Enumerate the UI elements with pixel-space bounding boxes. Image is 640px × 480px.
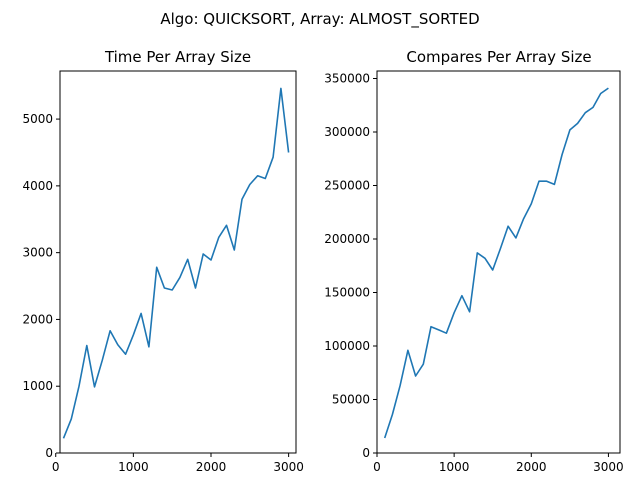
data-point [109,330,111,332]
y-tick-label: 5000 [22,112,53,126]
data-point [407,350,409,352]
x-tick-label: 1000 [118,460,149,474]
data-point [585,112,587,114]
data-point [531,203,533,205]
y-tick-label: 100000 [324,339,370,353]
data-point [492,269,494,271]
data-point [78,385,80,387]
y-tick-label: 250000 [324,178,370,192]
data-point [133,334,135,336]
data-point [226,225,228,227]
compares-per-array-size-chart: Compares Per Array Size 0 1000 2000 3000 0 50… [324,48,624,474]
data-point [484,258,486,260]
data-point [515,237,517,239]
figure-suptitle: Algo: QUICKSORT, Array: ALMOST_SORTED [160,10,479,29]
y-tick-label: 0 [362,446,370,460]
y-tick-label: 50000 [332,392,370,406]
data-point [430,326,432,328]
data-point [86,345,88,347]
data-point [179,277,181,279]
data-point [288,152,290,154]
data-point [171,289,173,291]
x-tick-label: 3000 [273,460,304,474]
data-point [195,287,197,289]
data-point [453,312,455,314]
data-point [438,329,440,331]
data-point [384,437,386,439]
x-tick-label: 1000 [439,460,470,474]
data-point [399,385,401,387]
axis-ticks: 0 1000 2000 3000 0 50000 100000 150000 200000 250… [324,71,624,474]
y-tick-label: 300000 [324,125,370,139]
data-point [234,249,236,251]
data-point [608,87,610,89]
data-point [469,311,471,313]
data-point [140,313,142,315]
data-point [592,107,594,109]
data-point [507,225,509,227]
data-point [63,438,65,440]
axis-ticks: 0 1000 2000 3000 0 1000 2000 3000 4000 5000 [22,112,303,474]
data-point [249,184,251,186]
data-point [577,123,579,125]
data-point [202,253,204,255]
data-point [477,252,479,254]
data-point [415,375,417,377]
x-tick-label: 3000 [593,460,624,474]
data-point [156,267,158,269]
data-point [71,418,73,420]
data-point [117,344,119,346]
data-point [523,218,525,220]
y-tick-label: 200000 [324,232,370,246]
data-point [569,129,571,131]
time-per-array-size-chart: Time Per Array Size 0 1000 2000 3000 0 1000 20… [22,48,303,474]
data-point [392,414,394,416]
data-point [538,180,540,182]
chart-title: Time Per Array Size [104,48,251,66]
data-point [218,237,220,239]
x-tick-label: 0 [373,460,381,474]
y-tick-label: 1000 [22,379,53,393]
data-point [280,88,282,90]
data-point [272,156,274,158]
data-point [423,363,425,365]
data-point [265,178,267,180]
data-point [546,180,548,182]
data-point [164,287,166,289]
data-point [461,295,463,297]
y-tick-label: 3000 [22,246,53,260]
data-point [561,154,563,156]
y-tick-label: 2000 [22,312,53,326]
chart-title: Compares Per Array Size [406,48,591,66]
plot-frame [59,70,297,454]
data-point [187,259,189,261]
data-point [94,386,96,388]
y-tick-label: 350000 [324,71,370,85]
y-tick-label: 150000 [324,285,370,299]
y-tick-label: 4000 [22,179,53,193]
data-point [241,198,243,200]
data-point [500,248,502,250]
series-line [383,87,609,439]
data-point [148,346,150,348]
data-point [257,175,259,177]
x-tick-label: 0 [52,460,60,474]
plot-frame [376,70,621,454]
data-point [102,359,104,361]
data-point [210,259,212,261]
data-point [554,184,556,186]
y-tick-label: 0 [45,446,53,460]
data-point [446,332,448,334]
x-tick-label: 2000 [516,460,547,474]
data-point [125,353,127,355]
data-point [600,93,602,95]
x-tick-label: 2000 [196,460,227,474]
series-line [62,87,290,439]
